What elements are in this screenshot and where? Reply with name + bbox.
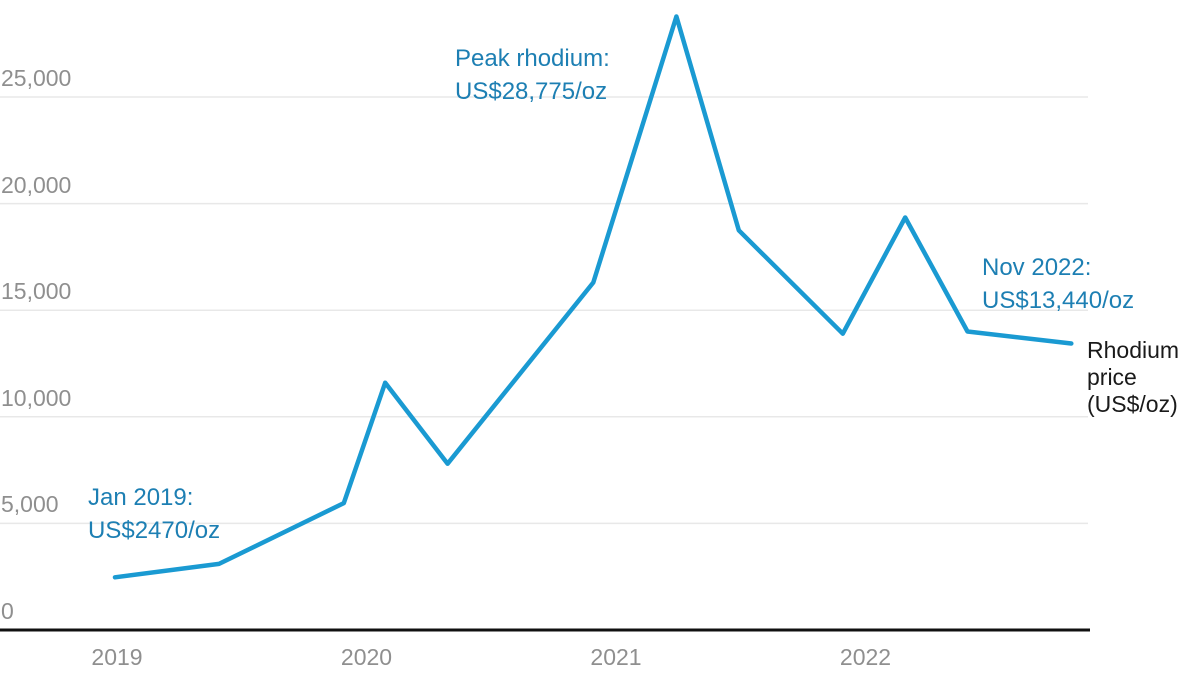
x-axis-label: 2020 bbox=[340, 644, 393, 670]
y-axis-label: 10,000 bbox=[1, 384, 72, 411]
annotation-jan-2019-line2: US$2470/oz bbox=[88, 517, 221, 544]
price-line bbox=[112, 14, 1074, 580]
annotation-jan-2019-line1: Jan 2019: bbox=[88, 484, 194, 511]
y-axis-label: 5,000 bbox=[1, 491, 59, 518]
series-label: Rhodium price (US$/oz) bbox=[1087, 337, 1179, 418]
annotation-nov-2022-line1: Nov 2022: bbox=[982, 254, 1092, 281]
series-label-line1: Rhodium bbox=[1087, 337, 1180, 363]
gridlines bbox=[0, 96, 1088, 525]
y-axis-label: 15,000 bbox=[1, 278, 72, 305]
series-label-line3: (US$/oz) bbox=[1087, 391, 1178, 417]
annotation-jan-2019: Jan 2019: US$2470/oz bbox=[88, 481, 220, 547]
y-axis-label: 0 bbox=[1, 598, 14, 624]
x-axis-label: 2022 bbox=[839, 644, 892, 670]
annotation-peak-line2: US$28,775/oz bbox=[455, 78, 608, 105]
x-axis-label: 2021 bbox=[590, 644, 642, 670]
annotation-peak: Peak rhodium: US$28,775/oz bbox=[455, 42, 610, 108]
y-axis-label: 25,000 bbox=[1, 65, 72, 91]
x-axis-label: 2019 bbox=[91, 644, 143, 670]
y-axis-label: 20,000 bbox=[1, 171, 72, 198]
series-label-line2: price bbox=[1087, 364, 1137, 390]
annotation-nov-2022-line2: US$13,440/oz bbox=[982, 287, 1135, 314]
annotation-peak-line1: Peak rhodium: bbox=[455, 45, 610, 72]
annotation-nov-2022: Nov 2022: US$13,440/oz bbox=[982, 251, 1134, 317]
